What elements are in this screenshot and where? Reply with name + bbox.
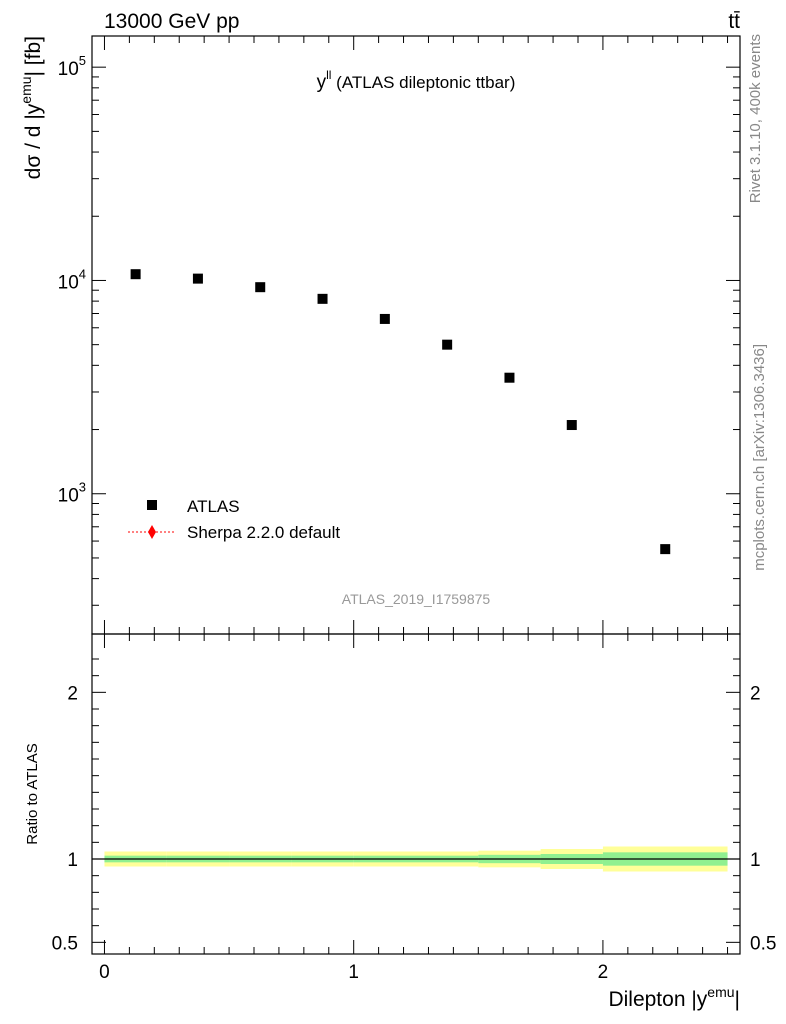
ratio-y-tick-label: 0.5 (52, 933, 78, 954)
main-y-axis-label: dσ / d |yemu| [fb] (18, 36, 45, 179)
atlas-data-point (192, 273, 203, 284)
x-tick-label: 2 (598, 962, 609, 983)
ratio-plot-frame (91, 633, 741, 955)
main-y-tick-label: 104 (58, 266, 86, 293)
atlas-data-point (660, 544, 671, 555)
main-y-tick-label: 105 (58, 53, 86, 80)
x-tick-label: 1 (348, 962, 359, 983)
x-tick-label: 0 (99, 962, 110, 983)
main-y-tick-label: 103 (58, 480, 86, 507)
legend-sherpa-marker (148, 525, 156, 539)
rivet-label: Rivet 3.1.10, 400k events (747, 34, 764, 203)
atlas-data-point (255, 282, 266, 293)
atlas-data-point (130, 269, 141, 280)
atlas-data-point (379, 313, 390, 324)
energy-label: 13000 GeV pp (104, 10, 239, 33)
legend-atlas-marker (147, 500, 157, 510)
x-axis-label: Dilepton |yemu| (608, 984, 740, 1011)
ratio-y-axis-label: Ratio to ATLAS (24, 743, 41, 844)
ratio-y-tick-label: 1 (67, 850, 78, 871)
ratio-y-tick-label: 2 (67, 683, 78, 704)
ratio-plot: 0.5 0.5 1 1 2 2 0 1 2 Ratio to ATLAS Dilepton |y… (24, 633, 776, 1011)
atlas-data-point (566, 420, 577, 431)
legend-sherpa-label: Sherpa 2.2.0 default (187, 523, 340, 542)
main-plot: 103 104 105 yll (ATLAS dileptonic ttbar) d… (18, 35, 741, 635)
mcplots-label: mcplots.cern.ch [arXiv:1306.3436] (751, 344, 768, 571)
legend-atlas-label: ATLAS (187, 497, 240, 516)
legend: ATLAS Sherpa 2.2.0 default (128, 497, 340, 542)
ratio-y-tick-label: 1 (750, 850, 761, 871)
process-label: tt̄ (728, 10, 740, 33)
plot-title: yll (ATLAS dileptonic ttbar) (317, 68, 516, 93)
atlas-data-point (317, 293, 328, 304)
analysis-watermark: ATLAS_2019_I1759875 (342, 591, 491, 607)
ratio-y-tick-label: 2 (750, 683, 761, 704)
atlas-data-point (442, 339, 453, 350)
main-plot-frame (91, 35, 741, 635)
atlas-data-point (504, 372, 515, 383)
ratio-y-tick-label: 0.5 (750, 933, 776, 954)
